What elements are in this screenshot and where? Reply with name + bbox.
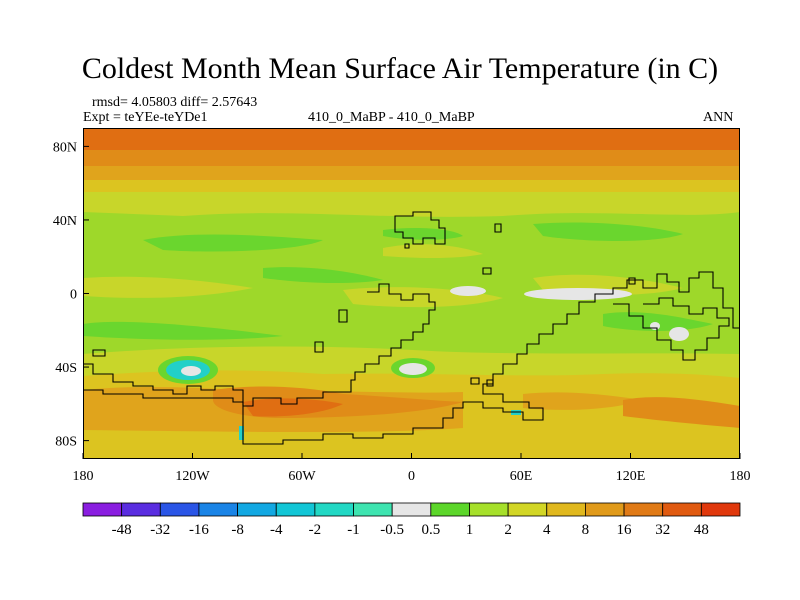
- x-tick-label-1: 120W: [175, 469, 210, 484]
- colorbar-box-2: [159, 502, 200, 517]
- field-patch-cool-1: [143, 234, 323, 252]
- y-tick-label-0: 80N: [53, 140, 77, 155]
- stats-line: rmsd= 4.05803 diff= 2.57643: [92, 95, 258, 110]
- colorbar-box-10: [469, 502, 509, 517]
- colorbar-label-6: -1: [347, 522, 360, 538]
- field-spot-neutral-3: [181, 366, 201, 376]
- y-tick-label-4: 80S: [55, 435, 77, 450]
- field-patch-warm-1: [83, 276, 253, 298]
- colorbar-label-2: -16: [189, 522, 209, 538]
- field-spot-cold-2: [239, 426, 244, 440]
- colorbar-box-3: [198, 502, 238, 517]
- colorbar-label-0: -48: [112, 522, 132, 538]
- colorbar-label-5: -2: [309, 522, 322, 538]
- colorbar-box-13: [585, 502, 625, 517]
- colorbar-label-3: -8: [231, 522, 244, 538]
- coastline-north-islands: [92, 267, 492, 357]
- field-spot-neutral-6: [650, 322, 660, 330]
- center-label: 410_0_MaBP - 410_0_MaBP: [308, 110, 475, 125]
- x-tick-label-2: 60W: [288, 469, 316, 484]
- y-tick-label-2: 0: [70, 288, 77, 303]
- colorbar-label-12: 8: [582, 522, 590, 538]
- colorbar-box-14: [623, 502, 664, 517]
- x-tick-label-6: 180: [730, 469, 751, 484]
- field-band-midnorth: [83, 192, 740, 217]
- colorbar-box-11: [507, 502, 548, 517]
- coastline-outlines: [83, 211, 740, 445]
- chart-title: Coldest Month Mean Surface Air Temperatu…: [81, 52, 719, 85]
- colorbar-box-12: [546, 502, 586, 517]
- colorbar-label-11: 4: [543, 522, 551, 538]
- colorbar-label-9: 1: [466, 522, 474, 538]
- map-panel: [83, 128, 740, 459]
- field-band-arctic-4: [83, 180, 740, 192]
- x-tick-label-3: 0: [408, 469, 415, 484]
- coastline-north-dot: [404, 243, 410, 249]
- field-patch-cool-2: [533, 222, 683, 241]
- field-spot-neutral-2: [450, 286, 486, 296]
- colorbar-label-7: -0.5: [380, 522, 404, 538]
- coastline-north-block: [394, 211, 446, 245]
- x-tick-label-4: 60E: [510, 469, 533, 484]
- field-band-arctic-1: [83, 128, 740, 150]
- y-tick-label-1: 40N: [53, 214, 77, 229]
- field-patch-cool-5: [83, 321, 283, 340]
- colorbar-label-10: 2: [504, 522, 512, 538]
- colorbar-box-15: [662, 502, 702, 517]
- y-tick-label-3: 40S: [55, 361, 77, 376]
- colorbar-box-1: [121, 502, 161, 517]
- colorbar-box-6: [314, 502, 354, 517]
- colorbar-label-14: 32: [655, 522, 670, 538]
- colorbar-label-13: 16: [617, 522, 633, 538]
- field-south-hot-east: [523, 392, 643, 410]
- colorbar-box-16: [700, 502, 741, 517]
- experiment-line: Expt = teYEe-teYDe1: [83, 110, 208, 125]
- field-patch-cool-4: [263, 267, 383, 284]
- field-spot-neutral-1: [524, 288, 632, 300]
- colorbar-label-8: 0.5: [421, 522, 440, 538]
- x-tick-label-5: 120E: [616, 469, 646, 484]
- season-label: ANN: [703, 110, 734, 125]
- temperature-map: [83, 128, 740, 459]
- colorbar-box-4: [237, 502, 277, 517]
- colorbar-box-7: [353, 502, 393, 517]
- colorbar-box-5: [275, 502, 316, 517]
- field-south-hottest: [243, 398, 343, 417]
- colorbar-box-9: [430, 502, 470, 517]
- colorbar-label-1: -32: [150, 522, 170, 538]
- field-band-arctic-2: [83, 150, 740, 166]
- field-south-hotter-east: [623, 397, 740, 428]
- coastline-west-island: [314, 341, 324, 353]
- coastline-north-tip: [494, 223, 502, 233]
- x-tick-label-0: 180: [73, 469, 94, 484]
- field-spot-neutral-4: [399, 363, 427, 375]
- field-spot-neutral-5: [669, 327, 689, 341]
- coastline-west-continent: [83, 283, 436, 407]
- field-band-arctic-3: [83, 166, 740, 180]
- colorbar-box-0: [82, 502, 123, 517]
- colorbar-label-4: -4: [270, 522, 283, 538]
- coastline-east-islands: [470, 277, 636, 387]
- colorbar-label-15: 48: [694, 522, 709, 538]
- field-patch-cool-6: [603, 312, 713, 331]
- colorbar-box-8: [391, 502, 432, 517]
- coastline-south-polar: [83, 271, 740, 445]
- coastline-east-loop: [613, 297, 730, 361]
